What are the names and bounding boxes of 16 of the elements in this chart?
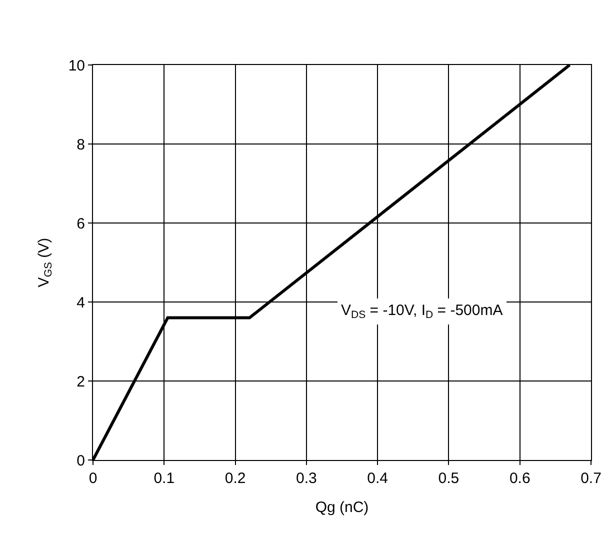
- annotation: V$_{DS}$ = -10V, I$_{D}$ = -500mA: [341, 302, 503, 322]
- x-tick-label: 0.6: [509, 470, 530, 487]
- x-tick-label: 0: [88, 470, 98, 487]
- x-axis-title: Qg (nC): [315, 499, 369, 516]
- y-tick-label: 2: [76, 373, 85, 390]
- x-tick-label: 0.4: [367, 470, 388, 487]
- y-tick-label: 4: [76, 294, 85, 312]
- y-tick-label: 6: [76, 215, 85, 232]
- x-tick-label: 0.5: [438, 470, 460, 487]
- x-tick-label: 0.2: [224, 470, 246, 487]
- y-tick-label: 10: [68, 57, 85, 74]
- y-tick-label: 8: [76, 136, 85, 154]
- x-tick-label: 0.1: [154, 470, 175, 487]
- y-tick-label: 0: [76, 452, 85, 470]
- x-tick-label: 0.7: [580, 470, 602, 487]
- x-tick-label: 0.3: [296, 470, 317, 487]
